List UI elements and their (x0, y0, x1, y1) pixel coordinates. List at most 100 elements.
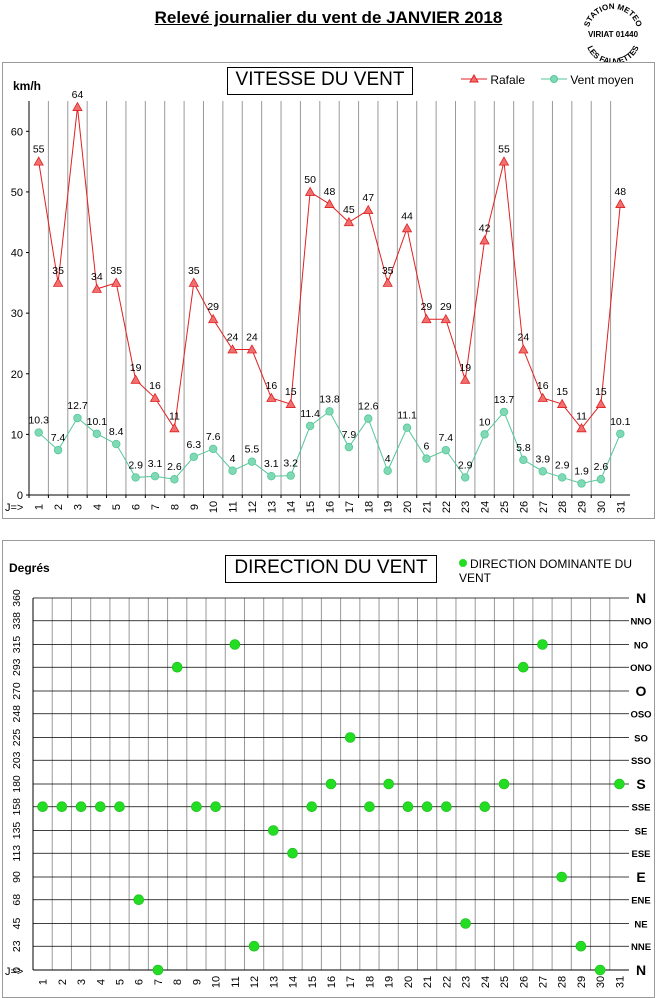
vent-moyen-point (402, 423, 412, 432)
vent-moyen-point (519, 455, 528, 465)
direction-x-tick-label: 26 (518, 976, 530, 988)
speed-y-tick-label: 30 (11, 308, 23, 320)
direction-compass-label: ONO (630, 663, 652, 674)
vent-moyen-data-label: 6.3 (186, 439, 201, 451)
vent-moyen-data-label: 13.7 (494, 394, 515, 406)
rafale-data-label: 24 (246, 332, 258, 344)
vent-moyen-point (228, 466, 237, 475)
vent-moyen-data-label: 13.8 (319, 393, 340, 405)
vent-moyen-point (305, 421, 315, 431)
direction-y-tick-label: 158 (11, 798, 23, 816)
direction-point (498, 778, 510, 790)
direction-point (575, 940, 587, 952)
direction-y-tick-label: 68 (11, 894, 23, 906)
vent-moyen-point (538, 467, 547, 476)
speed-x-tick-label: 23 (460, 501, 472, 513)
legend-label-vent-moyen: Vent moyen (570, 73, 634, 87)
rafale-point (304, 186, 316, 196)
vent-moyen-data-label: 5.8 (516, 442, 531, 454)
rafale-point (498, 156, 510, 166)
direction-point (37, 801, 48, 813)
rafale-data-label: 15 (285, 386, 297, 398)
direction-x-axis-label: J=> (5, 966, 23, 978)
svg-text:LES FAUVETTES: LES FAUVETTES (585, 44, 641, 64)
page-title: Relevé journalier du vent de JANVIER 201… (154, 8, 503, 27)
vent-moyen-data-label: 3.2 (283, 458, 298, 470)
rafale-data-label: 64 (72, 89, 84, 101)
speed-x-tick-label: 11 (228, 501, 240, 512)
rafale-point (52, 277, 64, 287)
rafale-legend-swatch (461, 73, 487, 83)
vent-moyen-point (170, 475, 179, 484)
direction-x-tick-label: 13 (268, 976, 280, 988)
direction-point (152, 964, 164, 976)
direction-point (441, 801, 452, 813)
direction-point (268, 825, 279, 836)
speed-x-tick-label: 3 (72, 504, 84, 510)
speed-unit-label: km/h (13, 79, 42, 93)
stamp-top-text: STATION METEO (582, 2, 643, 28)
vent-moyen-point (267, 472, 276, 481)
vent-moyen-point (92, 429, 102, 438)
direction-x-tick-label: 20 (403, 976, 415, 988)
vent-moyen-point (461, 473, 470, 482)
vent-moyen-data-label: 7.9 (342, 429, 357, 441)
direction-x-tick-label: 18 (364, 976, 376, 988)
speed-x-tick-label: 29 (577, 501, 589, 513)
direction-x-tick-label: 4 (95, 979, 107, 985)
rafale-data-label: 19 (130, 362, 142, 374)
rafale-point (382, 277, 393, 287)
direction-legend-marker (459, 559, 467, 567)
direction-x-tick-label: 22 (441, 976, 453, 988)
stamp-middle-text: VIRIAT 01440 (588, 30, 639, 39)
rafale-point (537, 392, 548, 402)
direction-compass-label: SE (635, 827, 648, 838)
rafale-data-label: 24 (518, 332, 530, 344)
direction-y-tick-label: 23 (11, 940, 23, 952)
vent-moyen-data-label: 10 (479, 416, 491, 428)
direction-point (517, 661, 529, 673)
vent-moyen-data-label: 5.5 (245, 444, 260, 456)
rafale-data-label: 29 (207, 301, 219, 313)
svg-text:STATION METEO: STATION METEO (582, 2, 643, 28)
direction-compass-label: NNO (630, 617, 651, 628)
direction-x-tick-label: 8 (172, 979, 184, 985)
direction-compass-label: S (636, 776, 645, 792)
speed-x-tick-label: 10 (208, 501, 220, 513)
vent-moyen-point (325, 407, 334, 416)
direction-compass-label: E (636, 869, 645, 885)
direction-x-tick-label: 23 (461, 976, 473, 988)
vent-moyen-point (131, 473, 140, 482)
direction-point (344, 732, 356, 743)
vent-moyen-data-label: 1.9 (574, 465, 589, 477)
direction-point (248, 940, 260, 952)
direction-y-tick-label: 225 (11, 729, 23, 747)
direction-point (421, 801, 433, 813)
rafale-point (421, 313, 432, 324)
speed-x-tick-label: 20 (402, 501, 414, 513)
speed-x-tick-label: 26 (518, 501, 530, 513)
rafale-point (401, 222, 413, 233)
speed-y-tick-label: 40 (11, 248, 23, 260)
rafale-point (479, 235, 490, 245)
vent-moyen-point (208, 444, 218, 454)
direction-point (460, 918, 471, 929)
speed-x-tick-label: 15 (305, 501, 317, 513)
vent-moyen-data-label: 2.9 (555, 459, 570, 471)
direction-x-tick-label: 16 (326, 976, 338, 988)
direction-compass-label: N (636, 590, 646, 606)
rafale-data-label: 50 (304, 174, 316, 186)
vent-moyen-data-label: 4 (385, 453, 391, 465)
speed-y-tick-label: 10 (11, 429, 23, 441)
direction-compass-label: ENE (631, 896, 651, 907)
speed-x-tick-label: 9 (189, 504, 201, 510)
direction-point (114, 801, 125, 813)
direction-y-tick-label: 270 (11, 682, 23, 700)
direction-point (133, 894, 145, 906)
vent-moyen-point (112, 439, 121, 449)
vent-moyen-data-label: 3.1 (148, 458, 163, 470)
rafale-point (246, 344, 258, 354)
vent-moyen-data-label: 10.3 (28, 415, 49, 427)
direction-point (171, 661, 183, 673)
rafale-data-label: 35 (110, 265, 122, 277)
